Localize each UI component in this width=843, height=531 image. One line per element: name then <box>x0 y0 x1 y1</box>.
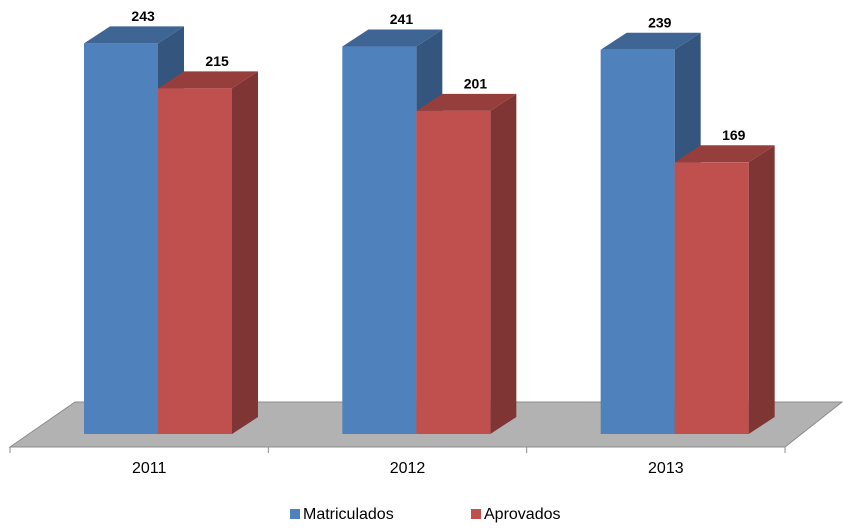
data-label: 239 <box>648 14 672 30</box>
bar <box>158 88 232 434</box>
bar-top <box>600 32 701 50</box>
bar-side <box>748 145 775 435</box>
bar <box>674 162 749 435</box>
legend-swatch <box>290 509 300 519</box>
legend-swatch <box>471 509 481 519</box>
bar-top <box>158 71 258 89</box>
data-label: 243 <box>131 8 155 24</box>
data-label: 201 <box>464 76 488 92</box>
bar-top <box>342 29 443 47</box>
bar <box>342 46 417 435</box>
legend-label: Matriculados <box>303 506 394 523</box>
bar-top <box>674 145 775 163</box>
x-tick-label: 2011 <box>132 460 167 477</box>
bar <box>416 110 491 434</box>
bar <box>84 43 158 434</box>
bar-top <box>416 93 517 111</box>
data-label: 241 <box>390 11 414 27</box>
bar <box>600 49 675 435</box>
x-tick-label: 2013 <box>648 460 684 477</box>
x-tick-label: 2012 <box>390 460 426 477</box>
bar-top <box>84 26 184 44</box>
legend-label: Aprovados <box>484 506 561 523</box>
data-label: 215 <box>205 53 229 69</box>
bar-side <box>490 93 517 434</box>
bar-side <box>232 71 258 434</box>
data-label: 169 <box>722 127 746 143</box>
